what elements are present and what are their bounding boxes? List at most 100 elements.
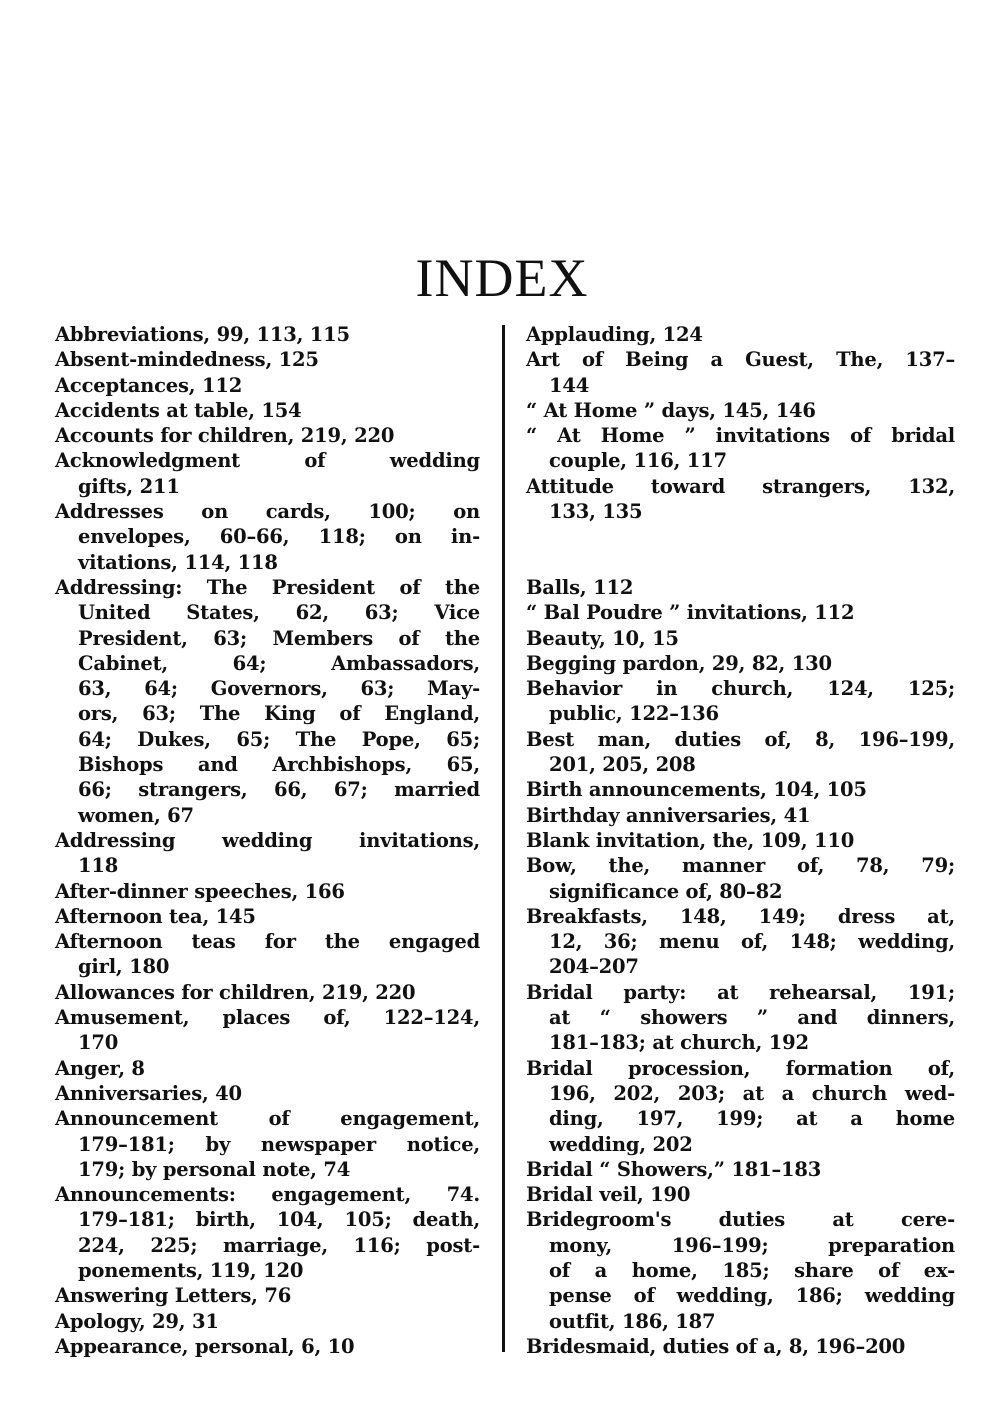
index-entry-line: 144 [549,373,590,397]
index-entry-line: 196, 202, 203; at a church wed- [549,1081,955,1105]
index-entry-line: 12, 36; menu of, 148; wedding, [549,930,955,954]
index-entry-line: Balls, 112 [526,575,634,599]
index-entry-line: Bridegroom's duties at cere- [526,1208,955,1232]
index-entry: Behavior in church, 124, 125; public, 122… [526,676,955,727]
index-entry-line: Bridal veil, 190 [526,1183,691,1207]
index-entry-line: Accidents at table, 154 [55,398,302,422]
index-entry-line: Addressing wedding invitations, [55,828,480,852]
index-entry: After-dinner speeches, 166 [55,879,480,904]
index-entry-line: at “ showers ” and dinners, [549,1006,955,1030]
index-letter-group: Applauding, 124 Art of Being a Guest, The… [526,322,955,524]
index-entry-line: public, 122–136 [549,702,719,726]
index-entry: Art of Being a Guest, The, 137– 144 [526,347,955,398]
index-entry-line: 133, 135 [549,500,643,524]
index-entry: Bow, the, manner of, 78, 79; significance… [526,853,955,904]
index-entry: Addressing: The President of the United S… [55,575,480,828]
index-entry-line: After-dinner speeches, 166 [55,879,345,903]
index-entry-line: Accounts for children, 219, 220 [55,424,395,448]
index-entry: Bridegroom's duties at cere-mony, 196–19… [526,1207,955,1333]
index-entry: Begging pardon, 29, 82, 130 [526,651,955,676]
index-entry: Bridal “ Showers,” 181–183 [526,1157,955,1182]
index-entry: Acknowledgment of wedding gifts, 211 [55,448,480,499]
index-entry-line: gifts, 211 [78,474,180,498]
index-entry: Beauty, 10, 15 [526,626,955,651]
index-entry-line: Beauty, 10, 15 [526,626,679,650]
index-entry-line: Apology, 29, 31 [55,1309,219,1333]
index-entry-line: Bishops and Archbishops, 65, [78,753,480,777]
index-entry-line: Anger, 8 [55,1056,145,1080]
index-entry: Abbreviations, 99, 113, 115 [55,322,480,347]
index-entry: Apology, 29, 31 [55,1309,480,1334]
index-entry-line: ponements, 119, 120 [78,1258,304,1282]
index-entry-line: ors, 63; The King of England, [78,702,480,726]
index-entry-line: Afternoon tea, 145 [55,904,256,928]
column-divider [502,325,505,1352]
index-entry-line: Absent-mindedness, 125 [55,348,319,372]
index-entry-line: outfit, 186, 187 [549,1309,716,1333]
index-entry-line: Behavior in church, 124, 125; [526,677,955,701]
index-entry: Bridal party: at rehearsal, 191; at “ sho… [526,980,955,1056]
index-entry-line: Announcement of engagement, [55,1107,480,1131]
index-entry-line: Breakfasts, 148, 149; dress at, [526,904,955,928]
index-entry: Bridal procession, formation of, 196, 202… [526,1056,955,1157]
index-entry-line: Birth announcements, 104, 105 [526,778,867,802]
index-entry: Addressing wedding invitations, 118 [55,828,480,879]
index-entry: Applauding, 124 [526,322,955,347]
index-entry-line: 64; Dukes, 65; The Pope, 65; [78,727,480,751]
page-title: INDEX [415,248,589,309]
index-entry: Addresses on cards, 100; on envelopes, 60… [55,499,480,575]
index-column-right: Applauding, 124 Art of Being a Guest, The… [526,322,955,1359]
index-entry-line: Announcements: engagement, 74. [55,1183,480,1207]
index-entry-line: Acceptances, 112 [55,373,243,397]
index-entry: Afternoon teas for the engaged girl, 180 [55,929,480,980]
index-entry: Birth announcements, 104, 105 [526,777,955,802]
index-entry-line: 201, 205, 208 [549,753,696,777]
index-entry-line: Applauding, 124 [526,323,703,346]
index-entry-line: Bow, the, manner of, 78, 79; [526,854,955,878]
index-entry-line: “ Bal Poudre ” invitations, 112 [526,601,855,625]
index-entry: Breakfasts, 148, 149; dress at, 12, 36; m… [526,904,955,980]
index-entry-line: 179–181; by newspaper notice, [78,1132,480,1156]
index-entry-line: significance of, 80–82 [549,879,783,903]
index-entry: Allowances for children, 219, 220 [55,980,480,1005]
index-entry-line: 63, 64; Governors, 63; May- [78,677,480,701]
index-entry-line: 66; strangers, 66, 67; married [78,778,480,802]
index-entry-line: Acknowledgment of wedding [55,449,480,473]
index-entry-line: Allowances for children, 219, 220 [55,980,416,1004]
index-entry-line: Begging pardon, 29, 82, 130 [526,651,832,675]
index-entry-line: Best man, duties of, 8, 196–199, [526,727,955,751]
index-entry-line: 118 [78,854,119,878]
index-entry: Bridesmaid, duties of a, 8, 196–200 [526,1334,955,1359]
index-entry-line: of a home, 185; share of ex- [549,1258,955,1282]
index-entry: Afternoon tea, 145 [55,904,480,929]
index-entry-line: Amusement, places of, 122–124, [55,1006,480,1030]
index-entry-line: Birthday anniversaries, 41 [526,803,811,827]
index-entry-line: ding, 197, 199; at a home [549,1107,955,1131]
index-letter-group: Balls, 112 “ Bal Poudre ” invitations, 11… [526,575,955,1359]
index-entry-line: Bridal procession, formation of, [526,1056,955,1080]
index-entry: Amusement, places of, 122–124, 170 [55,1005,480,1056]
index-entry: Appearance, personal, 6, 10 [55,1334,480,1359]
index-entry-line: 179; by personal note, 74 [78,1157,351,1181]
index-entry-line: Appearance, personal, 6, 10 [55,1334,355,1358]
index-entry-line: envelopes, 60–66, 118; on in- [78,525,480,549]
index-entry-line: 170 [78,1031,119,1055]
index-entry-line: Bridal “ Showers,” 181–183 [526,1157,822,1181]
index-entry-line: Addresses on cards, 100; on [55,500,480,524]
index-entry: “ Bal Poudre ” invitations, 112 [526,600,955,625]
index-entry: Blank invitation, the, 109, 110 [526,828,955,853]
index-entry-line: wedding, 202 [549,1132,693,1156]
index-entry: Announcements: engagement, 74. 179–181; b… [55,1182,480,1283]
index-entry: Birthday anniversaries, 41 [526,803,955,828]
index-entry-line: Bridal party: at rehearsal, 191; [526,980,955,1004]
index-entry-line: Abbreviations, 99, 113, 115 [55,323,350,346]
index-entry: Attitude toward strangers, 132, 133, 135 [526,474,955,525]
index-entry-line: couple, 116, 117 [549,449,727,473]
index-entry-line: 181–183; at church, 192 [549,1031,809,1055]
index-entry-line: Attitude toward strangers, 132, [526,474,955,498]
index-entry-line: pense of wedding, 186; wedding [549,1284,955,1308]
index-entry-line: mony, 196–199; preparation [549,1233,955,1257]
index-entry-line: Art of Being a Guest, The, 137– [526,348,955,372]
index-entry: Balls, 112 [526,575,955,600]
index-entry: Bridal veil, 190 [526,1182,955,1207]
